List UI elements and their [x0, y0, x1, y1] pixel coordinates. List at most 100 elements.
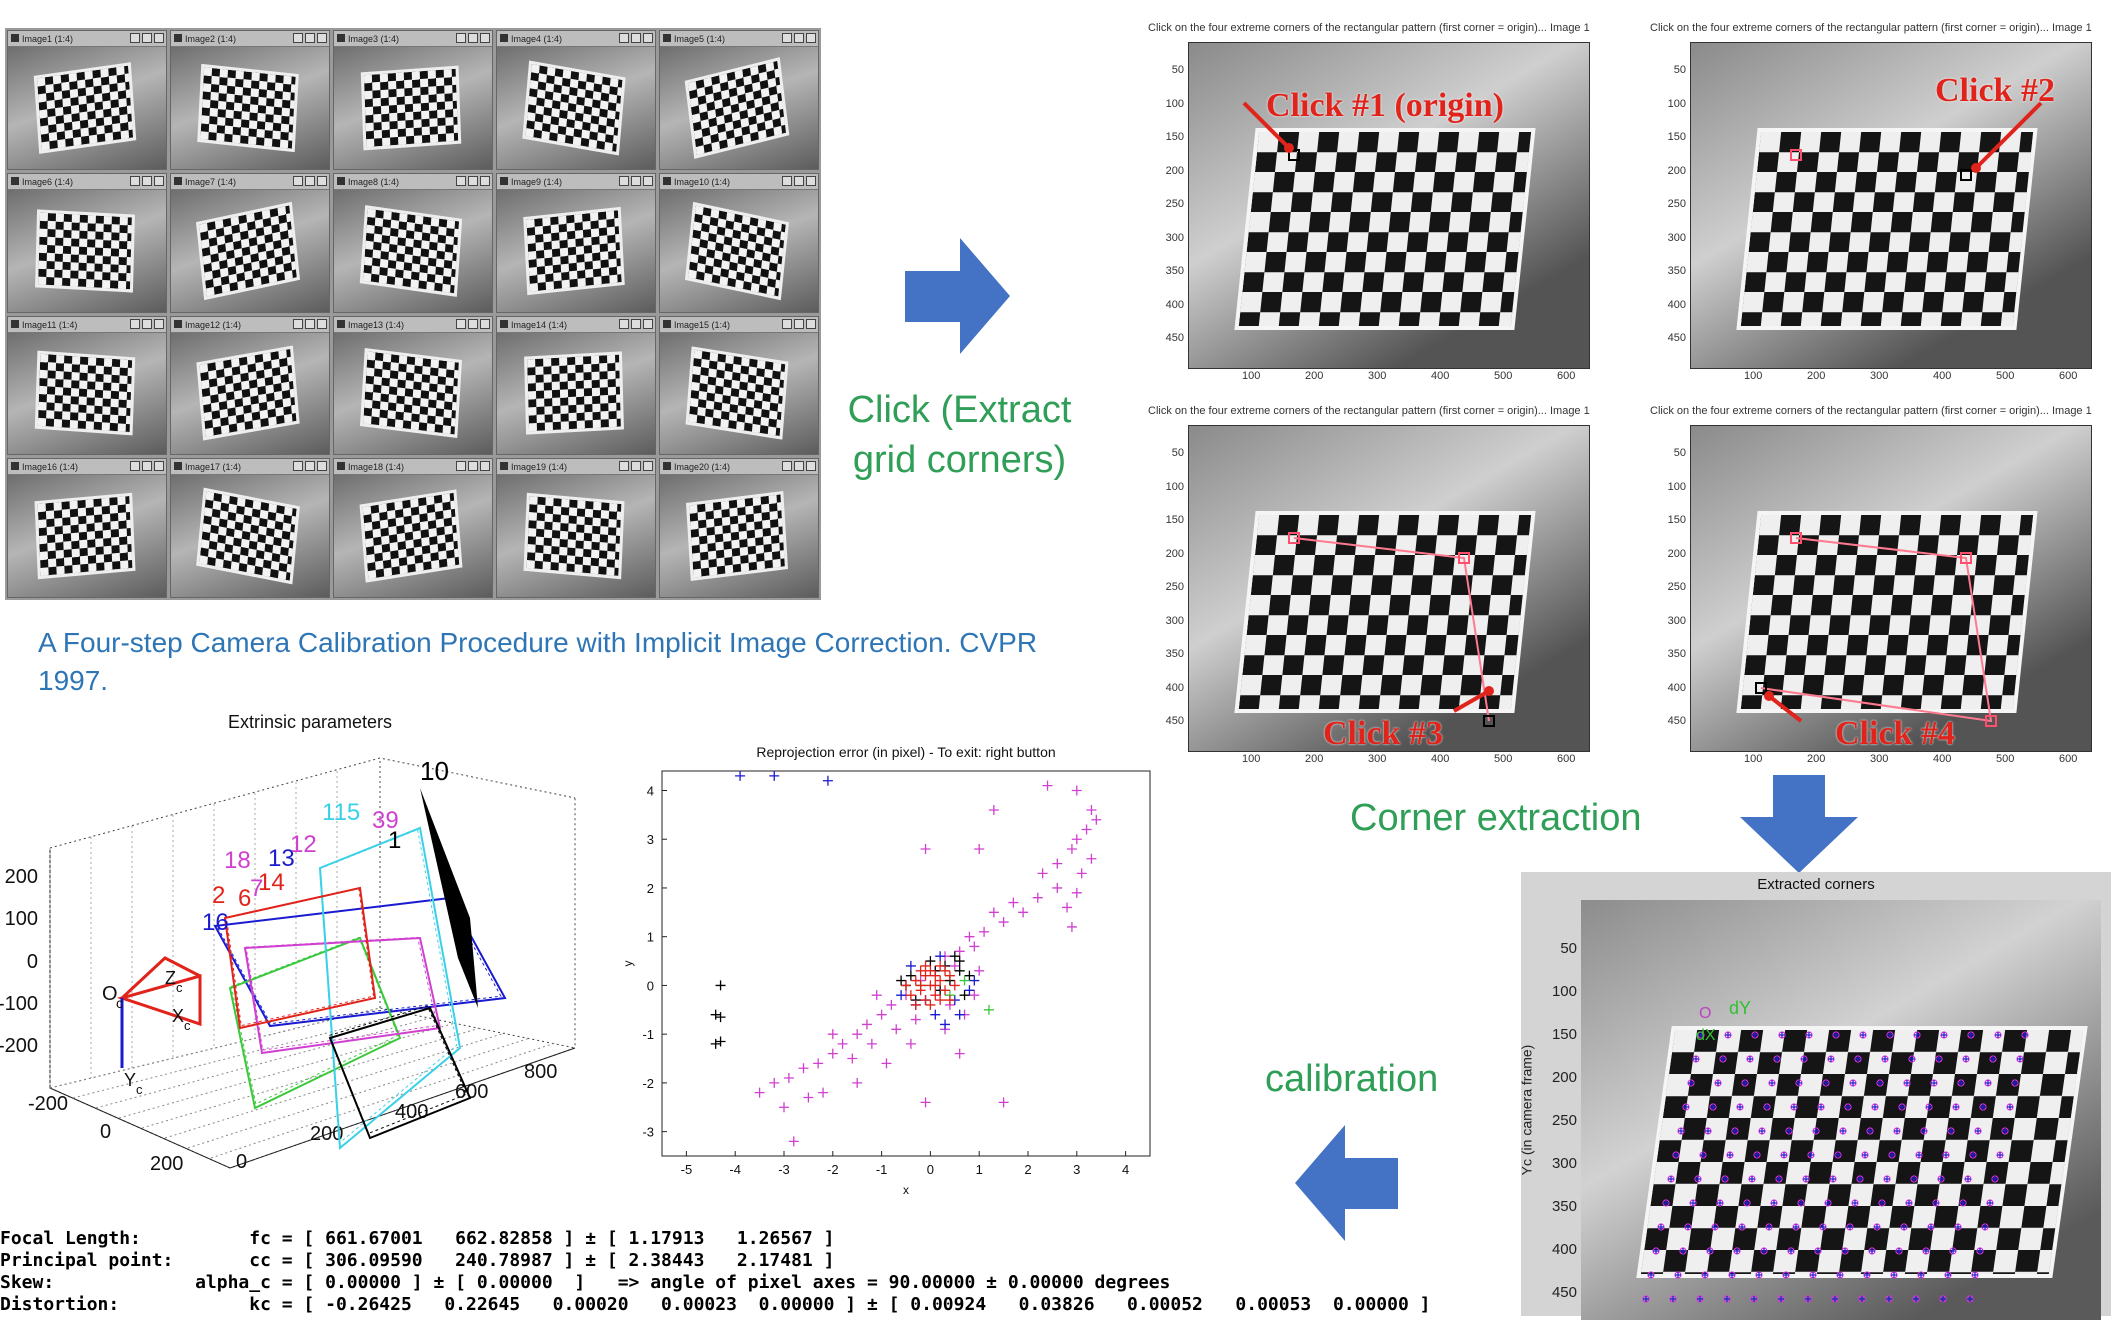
minimize-icon[interactable] [456, 175, 466, 186]
thumbnail-window[interactable]: Image1 (1:4) [7, 30, 167, 170]
minimize-icon[interactable] [782, 461, 792, 472]
minimize-icon[interactable] [130, 175, 140, 186]
data-point [969, 990, 980, 1001]
thumbnail-window[interactable]: Image18 (1:4) [333, 458, 493, 598]
close-icon[interactable] [154, 33, 164, 43]
maximize-icon[interactable] [468, 461, 478, 472]
maximize-icon[interactable] [305, 318, 315, 329]
thumbnail-window[interactable]: Image9 (1:4) [496, 172, 656, 313]
minimize-icon[interactable] [619, 33, 629, 43]
maximize-icon[interactable] [631, 461, 641, 472]
thumbnail-window[interactable]: Image8 (1:4) [333, 172, 493, 313]
maximize-icon[interactable] [142, 318, 152, 329]
minimize-icon[interactable] [293, 175, 303, 186]
maximize-icon[interactable] [631, 33, 641, 43]
maximize-icon[interactable] [142, 175, 152, 186]
minimize-icon[interactable] [619, 461, 629, 472]
thumbnail-window[interactable]: Image5 (1:4) [659, 30, 819, 170]
maximize-icon[interactable] [142, 33, 152, 43]
board-label: 7 [250, 875, 263, 902]
close-icon[interactable] [480, 175, 490, 186]
maximize-icon[interactable] [468, 175, 478, 186]
minimize-icon[interactable] [130, 461, 140, 472]
thumbnail-window[interactable]: Image16 (1:4) [7, 458, 167, 598]
minimize-icon[interactable] [456, 318, 466, 329]
data-point [964, 970, 975, 981]
close-icon[interactable] [154, 318, 164, 329]
close-icon[interactable] [643, 175, 653, 186]
minimize-icon[interactable] [456, 33, 466, 43]
corner-point [1940, 1031, 1948, 1039]
maximize-icon[interactable] [305, 33, 315, 43]
maximize-icon[interactable] [794, 175, 804, 186]
close-icon[interactable] [154, 175, 164, 186]
x-tick-label: -1 [876, 1162, 888, 1177]
corner-point [1989, 1055, 1997, 1063]
y-tick-label: 400 [1667, 681, 1686, 694]
thumbnail-window[interactable]: Image20 (1:4) [659, 458, 819, 598]
minimize-icon[interactable] [293, 33, 303, 43]
thumbnail-window[interactable]: Image3 (1:4) [333, 30, 493, 170]
corner-point [1925, 1103, 1933, 1111]
close-icon[interactable] [806, 175, 816, 186]
y-tick-label: 250 [1165, 198, 1184, 210]
thumbnail-window[interactable]: Image15 (1:4) [659, 315, 819, 456]
x-tick-label: -3 [778, 1162, 790, 1177]
close-icon[interactable] [643, 318, 653, 329]
minimize-icon[interactable] [130, 33, 140, 43]
thumbnail-window[interactable]: Image6 (1:4) [7, 172, 167, 313]
minimize-icon[interactable] [293, 461, 303, 472]
minimize-icon[interactable] [293, 318, 303, 329]
close-icon[interactable] [317, 175, 327, 186]
close-icon[interactable] [154, 461, 164, 472]
click-panel-image[interactable] [1188, 42, 1590, 369]
click-panel-image[interactable] [1690, 425, 2092, 752]
minimize-icon[interactable] [619, 318, 629, 329]
maximize-icon[interactable] [794, 33, 804, 43]
maximize-icon[interactable] [468, 318, 478, 329]
close-icon[interactable] [643, 461, 653, 472]
close-icon[interactable] [643, 33, 653, 43]
x-tick-label: 100 [1744, 370, 1763, 382]
close-icon[interactable] [317, 461, 327, 472]
window-icon [337, 34, 345, 42]
thumbnail-window[interactable]: Image7 (1:4) [170, 172, 330, 313]
thumbnail-window[interactable]: Image17 (1:4) [170, 458, 330, 598]
thumbnail-image [334, 332, 492, 455]
y-tick-label: 200 [1165, 164, 1184, 177]
thumbnail-window[interactable]: Image2 (1:4) [170, 30, 330, 170]
maximize-icon[interactable] [794, 318, 804, 329]
thumbnail-window[interactable]: Image19 (1:4) [496, 458, 656, 598]
maximize-icon[interactable] [305, 461, 315, 472]
x-tick-label: 3 [1073, 1162, 1080, 1177]
maximize-icon[interactable] [631, 175, 641, 186]
thumbnail-window[interactable]: Image10 (1:4) [659, 172, 819, 313]
thumbnail-window[interactable]: Image12 (1:4) [170, 315, 330, 456]
minimize-icon[interactable] [782, 33, 792, 43]
click-panel-image[interactable] [1188, 425, 1590, 752]
close-icon[interactable] [317, 33, 327, 43]
minimize-icon[interactable] [619, 175, 629, 186]
minimize-icon[interactable] [782, 175, 792, 186]
close-icon[interactable] [480, 461, 490, 472]
maximize-icon[interactable] [142, 461, 152, 472]
thumbnail-window[interactable]: Image4 (1:4) [496, 30, 656, 170]
close-icon[interactable] [806, 461, 816, 472]
thumbnail-window[interactable]: Image14 (1:4) [496, 315, 656, 456]
maximize-icon[interactable] [794, 461, 804, 472]
thumbnail-window[interactable]: Image11 (1:4) [7, 315, 167, 456]
minimize-icon[interactable] [456, 461, 466, 472]
close-icon[interactable] [480, 33, 490, 43]
click-panel-image[interactable] [1690, 42, 2092, 369]
maximize-icon[interactable] [468, 33, 478, 43]
maximize-icon[interactable] [631, 318, 641, 329]
close-icon[interactable] [317, 318, 327, 329]
thumbnail-window[interactable]: Image13 (1:4) [333, 315, 493, 456]
maximize-icon[interactable] [305, 175, 315, 186]
y-tick-label: 200 [1551, 1069, 1577, 1086]
close-icon[interactable] [806, 33, 816, 43]
close-icon[interactable] [480, 318, 490, 329]
minimize-icon[interactable] [130, 318, 140, 329]
close-icon[interactable] [806, 318, 816, 329]
minimize-icon[interactable] [782, 318, 792, 329]
